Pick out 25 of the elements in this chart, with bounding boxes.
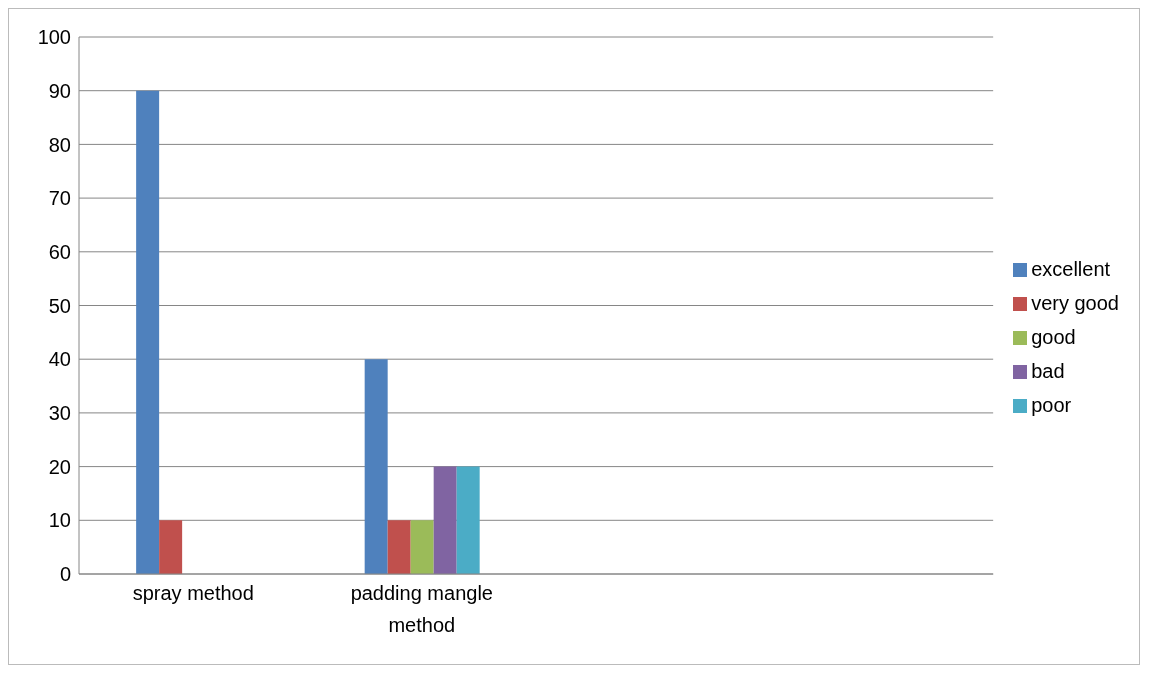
y-tick-label: 70 [48,187,71,210]
y-tick-label: 10 [48,509,71,532]
y-tick-label: 90 [48,79,71,102]
bar [433,466,457,574]
legend-label: bad [1031,359,1065,382]
bar [136,90,160,574]
x-tick-label: padding mangle method [350,582,493,636]
bar [159,520,183,574]
y-tick-label: 0 [59,563,71,586]
bar [410,520,434,574]
bar [364,359,388,574]
legend-label: good [1031,325,1076,348]
y-tick-label: 40 [48,348,71,371]
y-tick-label: 20 [48,455,71,478]
y-tick-label: 100 [37,26,71,49]
bar [456,466,480,574]
y-tick-label: 60 [48,240,71,263]
y-tick-label: 30 [48,402,71,424]
legend-label: very good [1031,291,1119,314]
legend-label: poor [1031,393,1072,416]
bar [387,520,411,574]
legend-label: excellent [1031,257,1111,280]
x-tick-label: spray method [132,582,254,604]
y-tick-label: 80 [48,133,71,156]
y-tick-label: 50 [48,294,71,317]
